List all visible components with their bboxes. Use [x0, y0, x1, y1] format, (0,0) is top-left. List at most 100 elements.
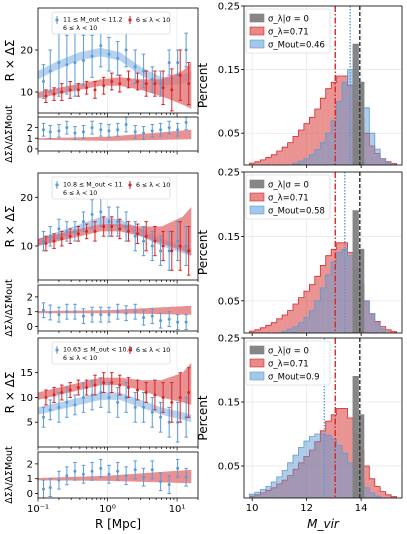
blue-data-point — [184, 320, 188, 324]
blue-data-point — [90, 313, 94, 317]
red-data-point — [187, 391, 191, 394]
red-hist-bar — [271, 154, 277, 165]
legend-blue-label: 10.63 ≤ M_out < 10.8 — [63, 347, 133, 354]
gray-hist-bar — [358, 414, 364, 498]
legend-red-label: 6 ≤ λ < 10 — [136, 17, 170, 24]
blue-hist-bar — [336, 101, 343, 165]
blue-hist-bar — [293, 163, 299, 165]
blue-data-point — [133, 310, 137, 314]
blue-data-point — [133, 405, 137, 409]
y-tick-label: 0.25 — [218, 2, 240, 13]
red-hist-bar — [287, 142, 294, 165]
blue-data-point — [99, 313, 103, 317]
legend-label-red: σ_λ=0.71 — [268, 28, 309, 38]
legend: σ_λ|σ = 0 σ_λ=0.71 σ_Mout=0.58 — [245, 174, 331, 220]
blue-data-point — [42, 80, 46, 83]
blue-data-point — [57, 405, 61, 409]
red-hist-bar — [391, 496, 397, 498]
blue-data-point — [142, 475, 146, 479]
y-tick-label: 20 — [20, 46, 33, 57]
legend-label-blue: σ_Mout=0.9 — [268, 373, 320, 383]
blue-data-point — [65, 63, 69, 67]
red-data-point — [110, 381, 114, 385]
red-data-point — [52, 92, 56, 96]
blue-hist-bar — [309, 310, 315, 333]
blue-hist-bar — [325, 435, 332, 498]
y-tick-label: 0 — [27, 489, 33, 500]
blue-hist-bar — [314, 300, 321, 333]
blue-model-band — [38, 47, 192, 86]
y-tick-label: 0.05 — [218, 129, 240, 140]
y-tick-label: 1 — [27, 307, 33, 318]
red-data-point — [76, 88, 80, 92]
axes-frame — [243, 337, 403, 499]
axes-frame — [243, 171, 403, 334]
blue-data-point — [116, 128, 120, 132]
blue-data-point — [107, 472, 111, 476]
blue-data-point — [124, 395, 128, 399]
blue-data-point — [167, 317, 171, 321]
blue-data-point — [81, 395, 85, 399]
red-hist-bar — [293, 136, 299, 165]
red-data-point — [60, 90, 64, 94]
y-tick-label: 2 — [27, 123, 33, 134]
blue-data-point — [184, 475, 188, 479]
blue-data-point — [184, 415, 188, 419]
blue-data-point — [176, 128, 180, 132]
red-hist-bar — [293, 304, 299, 333]
legend-swatch-red — [249, 26, 265, 36]
blue-data-point — [42, 128, 46, 132]
blue-data-point — [176, 320, 180, 324]
blue-hist-bar — [374, 149, 381, 165]
red-model-band — [38, 62, 192, 109]
red-hist-bar — [363, 466, 370, 498]
red-data-point — [136, 232, 140, 236]
legend: 10.63 ≤ M_out < 10.86 ≤ λ < 10 6 ≤ λ < 10 — [51, 341, 170, 365]
legend-red-dot — [128, 183, 132, 187]
blue-data-point — [90, 126, 94, 130]
red-data-point — [52, 393, 56, 397]
blue-hist-bar — [380, 158, 386, 165]
legend-blue-dot — [55, 348, 59, 352]
red-hist-bar — [282, 147, 288, 165]
red-hist-bar — [298, 130, 304, 165]
panel-row3-hist: 0.05 0.15 0.25 10 12 14 Percent σ_λ|σ = 0 σ_λ=0.… — [196, 334, 403, 531]
blue-data-point — [124, 474, 128, 478]
blue-data-point — [42, 487, 46, 491]
legend-label-red: σ_λ=0.71 — [268, 360, 309, 370]
red-hist-bar — [249, 163, 255, 165]
red-hist-bar — [309, 117, 315, 165]
red-data-point — [44, 94, 48, 98]
legend-swatch-gray — [249, 179, 265, 189]
legend-red-label: 6 ≤ λ < 10 — [136, 347, 170, 354]
blue-data-point — [159, 82, 163, 86]
blue-data-point — [133, 234, 137, 238]
blue-data-point — [124, 311, 128, 315]
blue-data-point — [150, 129, 154, 133]
blue-hist-bar — [282, 331, 288, 333]
legend-box — [245, 8, 331, 54]
axes-frame — [37, 284, 199, 332]
blue-data-point — [150, 468, 154, 472]
red-data-point — [102, 225, 106, 228]
blue-data-point — [124, 225, 128, 228]
legend-box — [245, 174, 331, 220]
x-tick-label: 10⁰ — [99, 504, 116, 515]
legend-box — [245, 340, 331, 386]
red-data-point — [44, 242, 48, 246]
legend-label-blue: σ_Mout=0.46 — [268, 41, 325, 51]
axes-frame — [37, 337, 199, 448]
blue-data-point — [159, 480, 163, 484]
panel-row3-ratio: 0 1 2 10⁻¹ 10⁰ 10¹ ΔΣλ/ΔΣMout — [4, 446, 199, 515]
blue-data-point — [167, 126, 171, 130]
red-data-point — [85, 386, 89, 390]
x-tick-label: 14 — [355, 503, 368, 514]
red-data-point — [170, 88, 174, 92]
blue-hist-bar — [380, 329, 386, 333]
blue-data-point — [167, 483, 171, 487]
blue-data-point — [107, 52, 111, 56]
y-tick-label: 0 — [27, 144, 33, 155]
legend-label-blue: σ_Mout=0.58 — [268, 207, 325, 217]
blue-data-point — [42, 308, 46, 312]
blue-data-point — [65, 310, 69, 314]
